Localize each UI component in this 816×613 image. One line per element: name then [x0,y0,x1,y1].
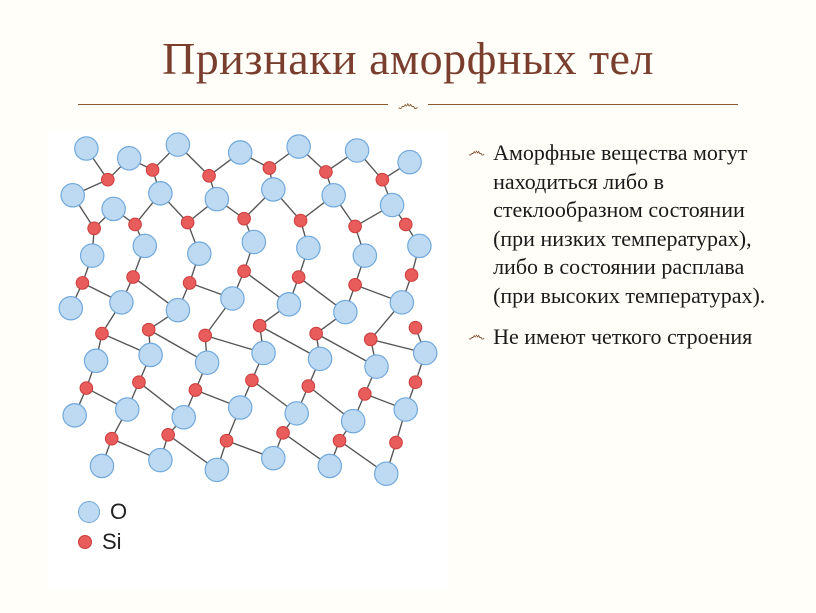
bullet-item: ෴ Аморфные вещества могут находиться либ… [468,139,768,311]
legend-swatch-silicon [78,535,92,549]
legend-swatch-oxygen [78,501,100,523]
ornament-line-right [428,104,738,105]
bullet-glyph-icon: ෴ [468,139,485,311]
molecular-diagram: O Si [48,131,448,563]
legend-label-oxygen: O [110,499,127,525]
title-container: Признаки аморфных тел [48,32,768,85]
slide-title: Признаки аморфных тел [48,32,768,85]
content-row: O Si ෴ Аморфные вещества могут находитьс… [48,131,768,589]
bullet-text: Не имеют четкого строения [493,323,752,352]
diagram-column: O Si [48,131,448,589]
legend-label-silicon: Si [102,529,122,555]
ornament-line-left [78,104,388,105]
slide-root: Признаки аморфных тел ෴ O Si [0,0,816,613]
diagram-legend: O Si [78,495,127,555]
legend-row-silicon: Si [78,529,127,555]
bullet-text: Аморфные вещества могут находиться либо … [493,139,768,311]
bullet-item: ෴ Не имеют четкого строения [468,323,768,352]
legend-row-oxygen: O [78,499,127,525]
text-column: ෴ Аморфные вещества могут находиться либ… [468,131,768,589]
molecule-svg [48,131,448,501]
ornament-glyph-icon: ෴ [398,93,419,115]
bullet-glyph-icon: ෴ [468,323,485,352]
title-underline: ෴ [48,93,768,115]
